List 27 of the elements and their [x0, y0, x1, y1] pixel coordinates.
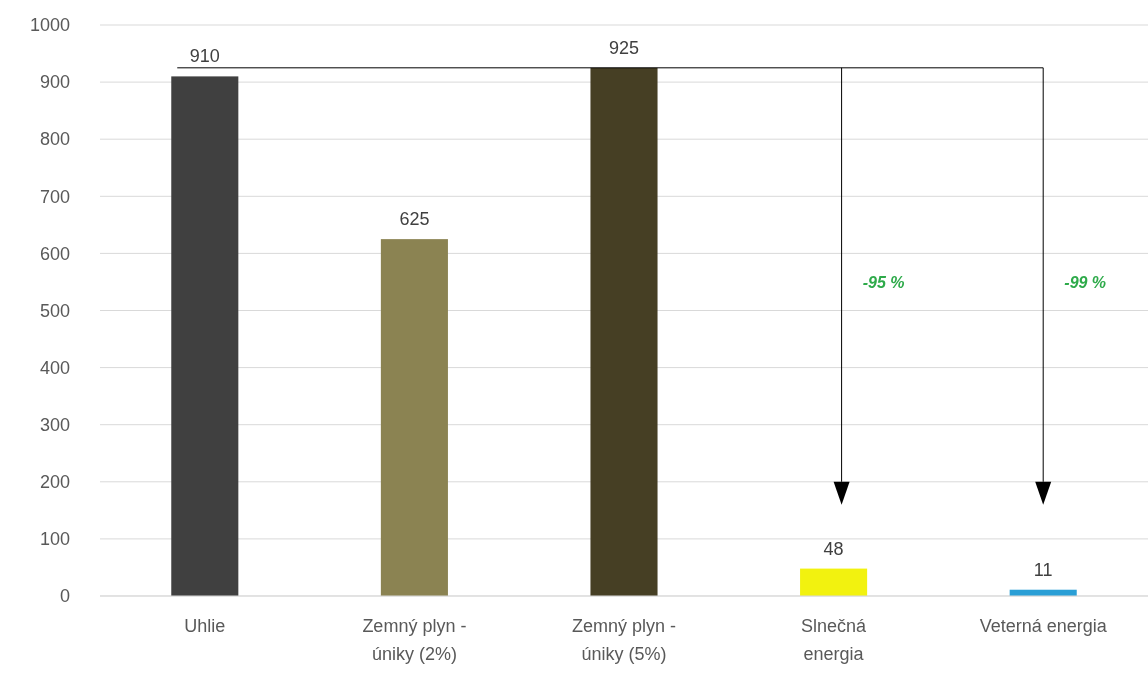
x-tick-label: Uhlie [184, 616, 226, 636]
bar [590, 67, 658, 596]
y-tick-label: 900 [39, 72, 70, 93]
y-tick-label: 300 [39, 414, 70, 435]
y-tick-label: 500 [39, 300, 70, 321]
data-label: 48 [823, 538, 844, 559]
data-label: 11 [1033, 559, 1053, 580]
y-tick-label: 400 [39, 357, 70, 378]
bar [380, 239, 448, 596]
data-label: 625 [399, 209, 430, 230]
y-tick-label: 1000 [29, 15, 70, 36]
bar [800, 568, 868, 596]
y-tick-label: 700 [39, 186, 70, 207]
y-tick-label: 800 [39, 129, 70, 150]
x-tick-label: Zemný plyn - úniky (5%) [571, 616, 677, 664]
x-tick-label: Zemný plyn - úniky (2%) [362, 616, 467, 664]
x-tick-label: Veterná energia [979, 616, 1108, 636]
y-tick-label: 100 [39, 529, 70, 550]
x-tick-label: Slnečná energia [801, 616, 868, 664]
y-tick-label: 200 [39, 472, 70, 493]
annotation: -99 % [1064, 273, 1107, 291]
bar [171, 76, 239, 596]
y-tick-label: 0 [59, 586, 70, 607]
data-label: 925 [608, 37, 640, 58]
y-tick-label: 600 [39, 243, 70, 264]
data-label: 910 [189, 46, 220, 67]
annotation: -95 % [862, 273, 905, 291]
